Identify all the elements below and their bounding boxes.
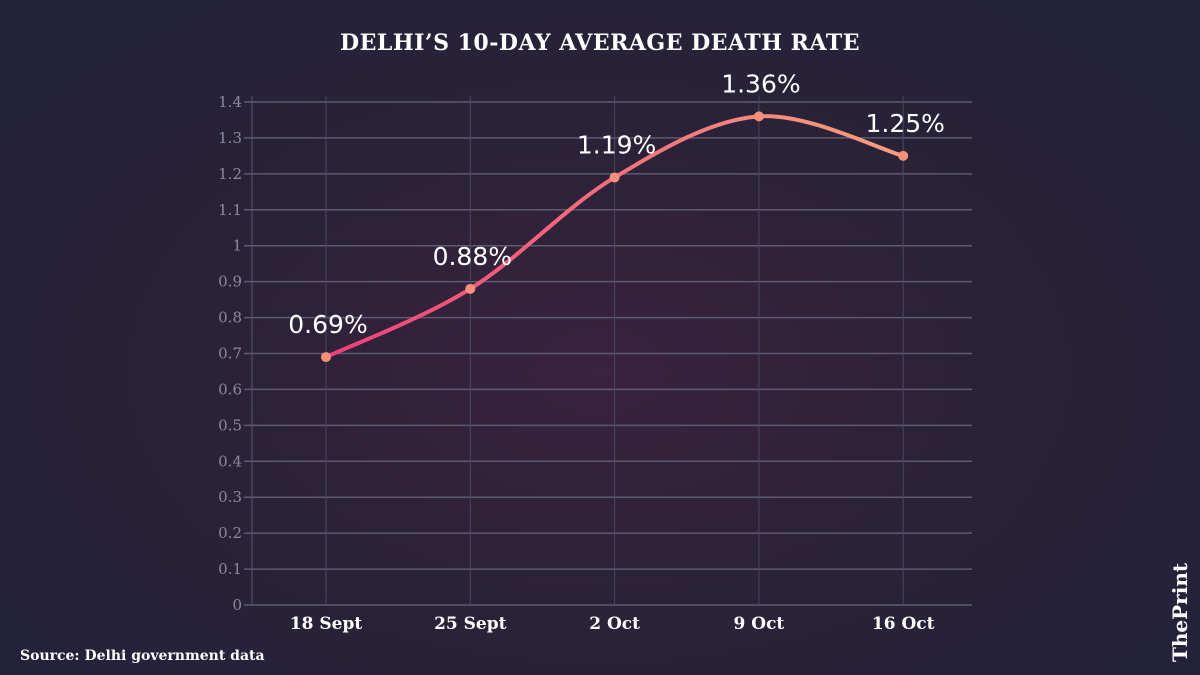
data-labels: 0.69% 0.88% 1.19% 1.36% 1.25%: [288, 69, 945, 339]
data-label: 1.36%: [721, 69, 800, 98]
data-point: [465, 283, 476, 294]
data-label: 0.88%: [433, 242, 512, 271]
x-tick-label: 9 Oct: [734, 614, 785, 634]
x-tick-label: 2 Oct: [589, 614, 640, 634]
y-tick-label: 0.9: [218, 273, 242, 291]
y-tick-label: 1.2: [218, 165, 242, 183]
y-tick-label: 1.4: [218, 93, 242, 111]
x-tick-label: 25 Sept: [434, 614, 507, 634]
y-tick-label: 0.4: [218, 452, 242, 470]
y-tick-label: 0.5: [218, 416, 242, 434]
data-point: [753, 111, 764, 122]
data-label: 0.69%: [288, 310, 367, 339]
data-point: [898, 150, 909, 161]
y-tick-label: 0.7: [218, 345, 242, 363]
y-tick-label: 0: [232, 596, 242, 614]
y-tick-label: 0.6: [218, 380, 242, 398]
y-axis-ticks: 0 0.1 0.2 0.3 0.4 0.5 0.6 0.7 0.8 0.9 1 1.1 1.2 1.3 1.…: [218, 93, 242, 614]
chart-title: DELHI’S 10-DAY AVERAGE DEATH RATE: [340, 30, 860, 56]
grid: [244, 96, 972, 606]
y-tick-label: 0.1: [218, 560, 242, 578]
theprint-logo: ThePrint: [1168, 562, 1192, 662]
data-points: [321, 111, 909, 363]
x-tick-label: 16 Oct: [872, 614, 935, 634]
y-tick-label: 0.3: [218, 488, 242, 506]
y-tick-label: 0.2: [218, 524, 242, 542]
data-label: 1.25%: [865, 109, 944, 138]
y-tick-label: 0.8: [218, 309, 242, 327]
source-note: Source: Delhi government data: [20, 648, 265, 664]
y-tick-label: 1: [232, 237, 242, 255]
y-tick-label: 1.1: [218, 201, 242, 219]
y-tick-label: 1.3: [218, 129, 242, 147]
x-tick-label: 18 Sept: [290, 614, 363, 634]
data-point: [321, 352, 331, 363]
x-axis-ticks: 18 Sept 25 Sept 2 Oct 9 Oct 16 Oct: [290, 614, 935, 634]
data-label: 1.19%: [577, 130, 656, 159]
data-point: [609, 172, 620, 183]
